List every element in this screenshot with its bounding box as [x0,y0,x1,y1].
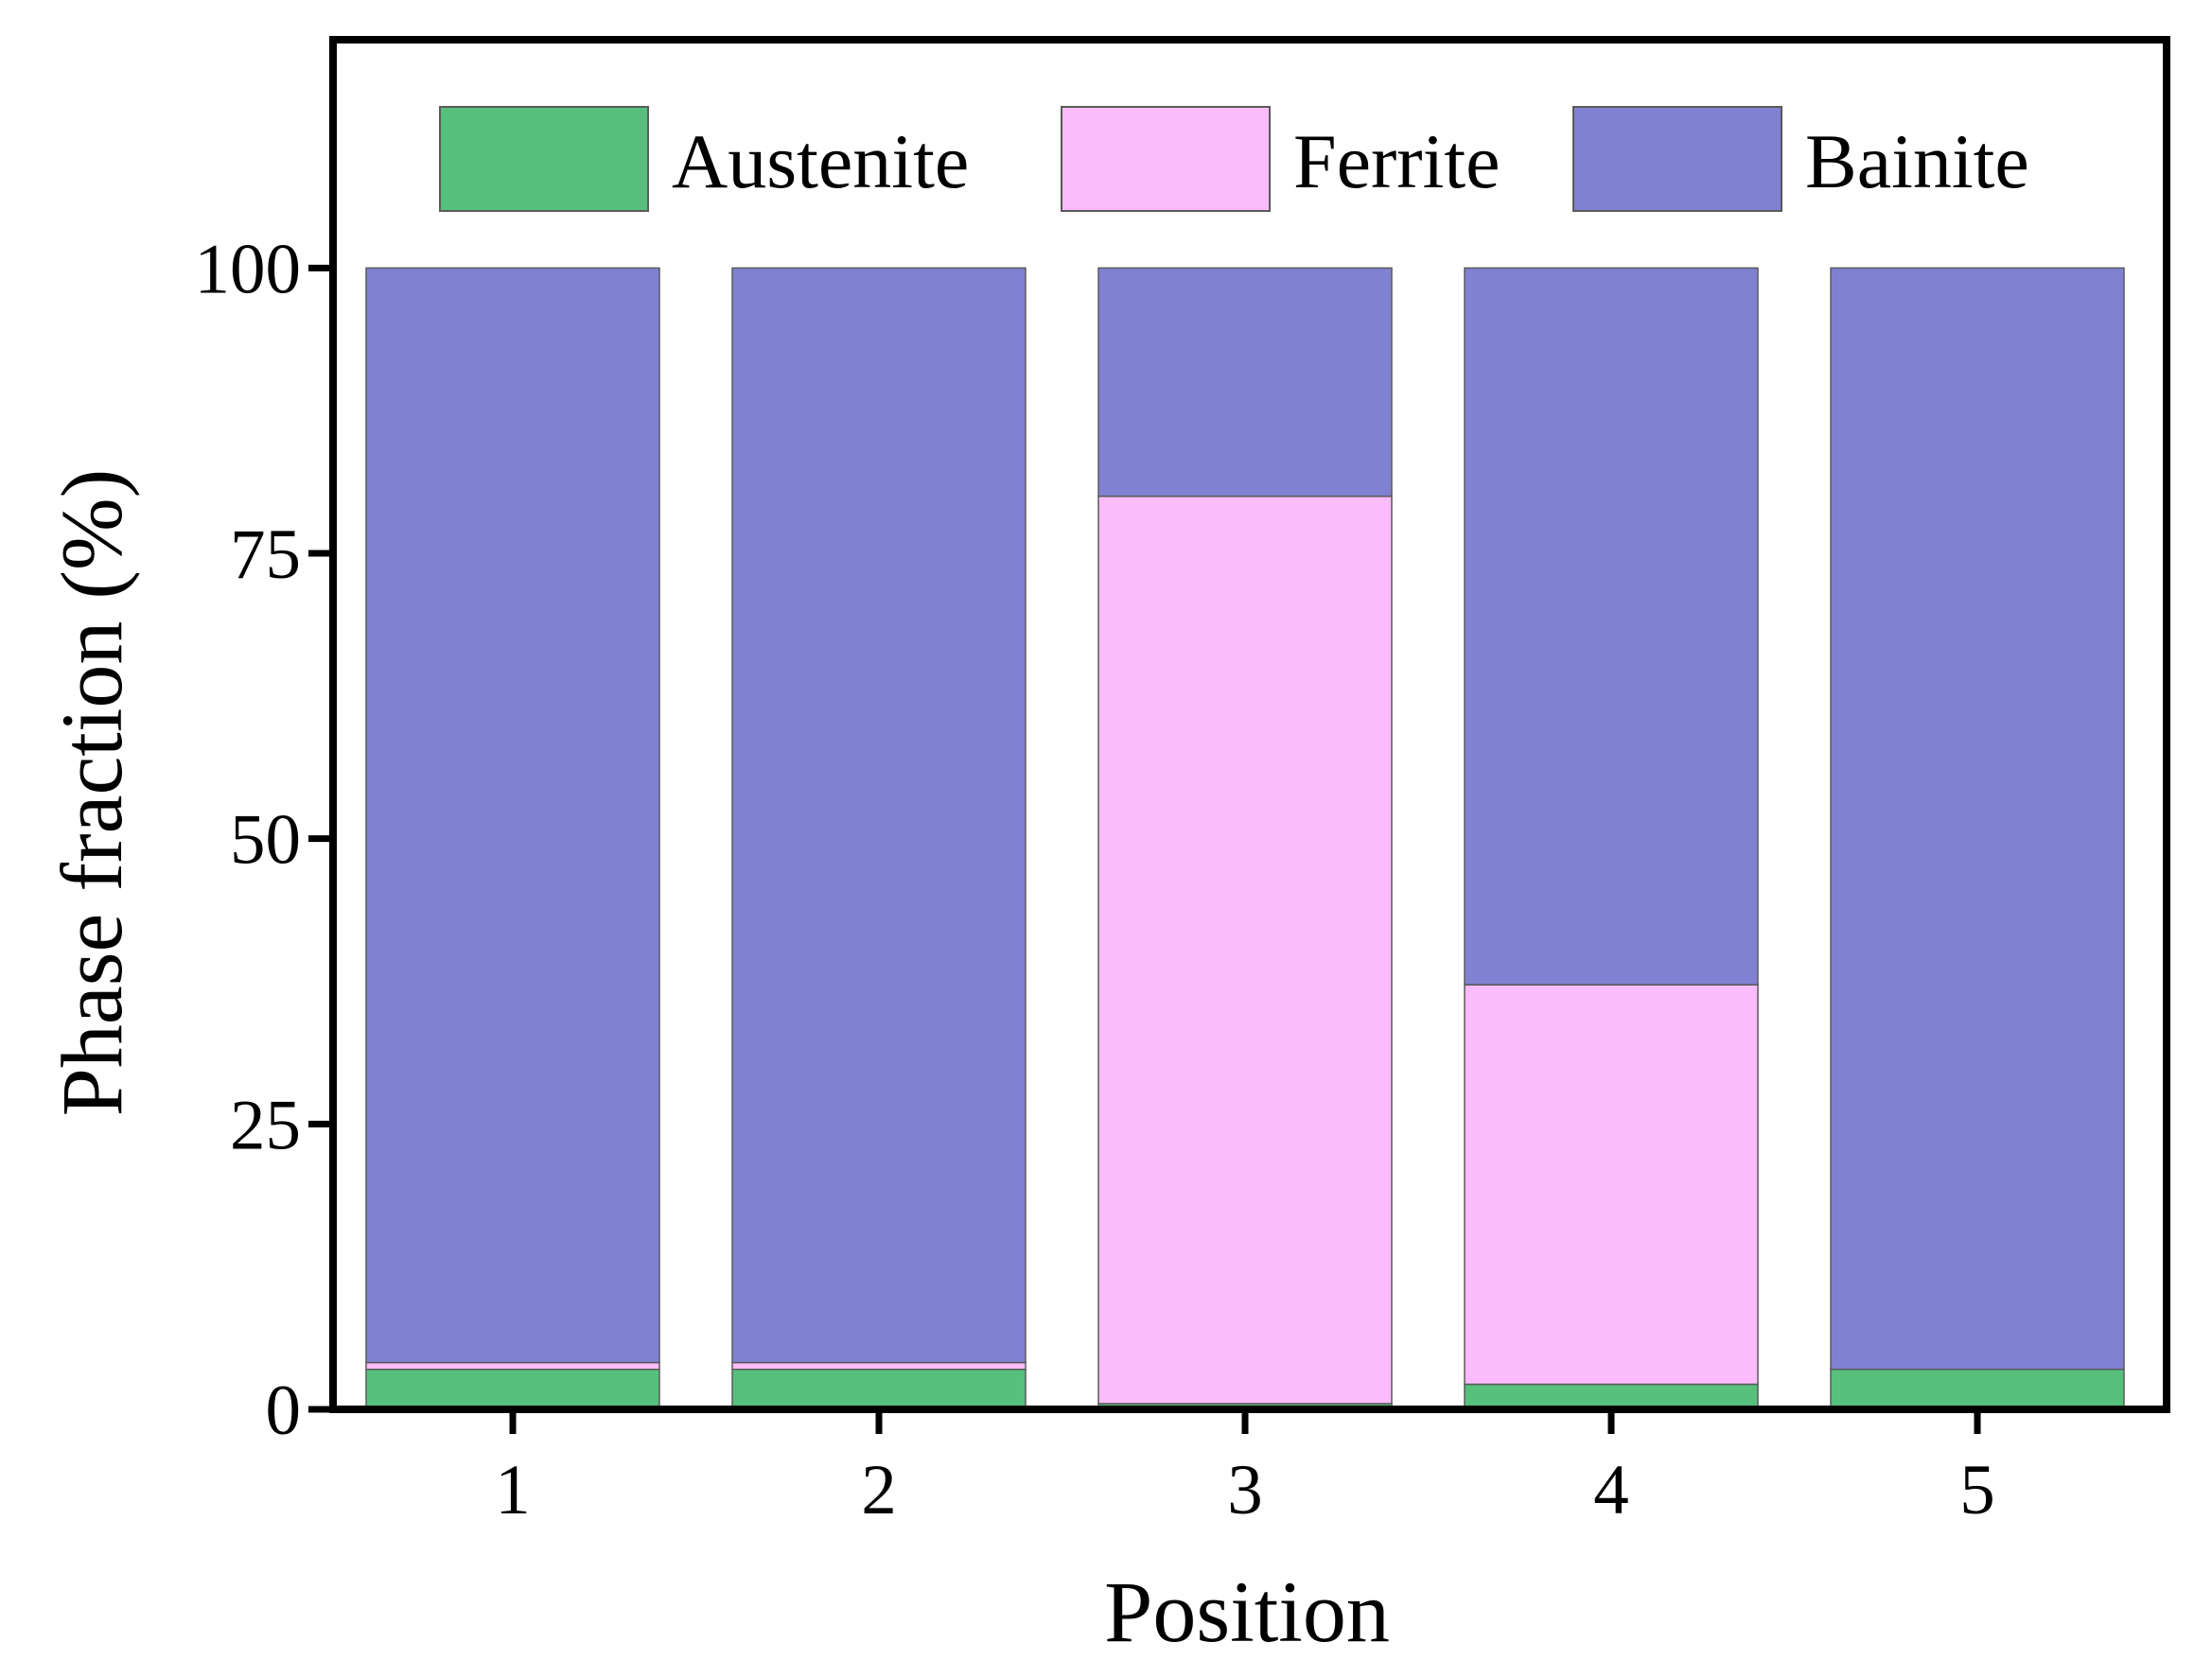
bar-ferrite-2 [731,1361,1027,1371]
bar-austenite-1 [365,1369,660,1410]
bar-bainite-3 [1097,267,1393,498]
bar-austenite-2 [731,1369,1027,1410]
legend-label-austenite: Austenite [672,118,969,204]
y-tick-label-50: 50 [230,801,301,880]
plot-frame [329,36,2170,1413]
legend-label-ferrite: Ferrite [1293,118,1501,204]
x-tick-label-1: 1 [495,1451,531,1529]
x-tick-label-4: 4 [1593,1451,1629,1529]
bar-ferrite-3 [1097,495,1393,1405]
bar-bainite-1 [365,267,660,1364]
legend-label-bainite: Bainite [1805,118,2029,204]
legend-swatch-ferrite [1061,106,1271,212]
y-tick-label-25: 25 [230,1086,301,1164]
x-axis-title: Position [1104,1564,1390,1660]
legend: Austenite Ferrite Bainite [439,106,2029,212]
bars-layer [365,267,2125,1410]
bar-ferrite-1 [365,1361,660,1371]
axes-layer: 0 25 50 75 100 1 2 3 4 5 [195,36,2170,1529]
legend-swatch-austenite [439,106,649,212]
x-tick-label-2: 2 [861,1451,897,1529]
bar-bainite-5 [1830,267,2125,1371]
bar-bainite-4 [1464,267,1759,986]
bar-bainite-2 [731,267,1027,1364]
x-tick-label-3: 3 [1227,1451,1263,1529]
y-axis-title: Phase fraction (%) [44,469,140,1117]
y-tick-label-75: 75 [230,515,301,594]
bar-austenite-5 [1830,1369,2125,1410]
bar-ferrite-4 [1464,984,1759,1386]
x-tick-label-5: 5 [1959,1451,1995,1529]
legend-swatch-bainite [1572,106,1782,212]
y-tick-label-100: 100 [195,230,302,308]
y-tick-label-0: 0 [266,1372,302,1450]
